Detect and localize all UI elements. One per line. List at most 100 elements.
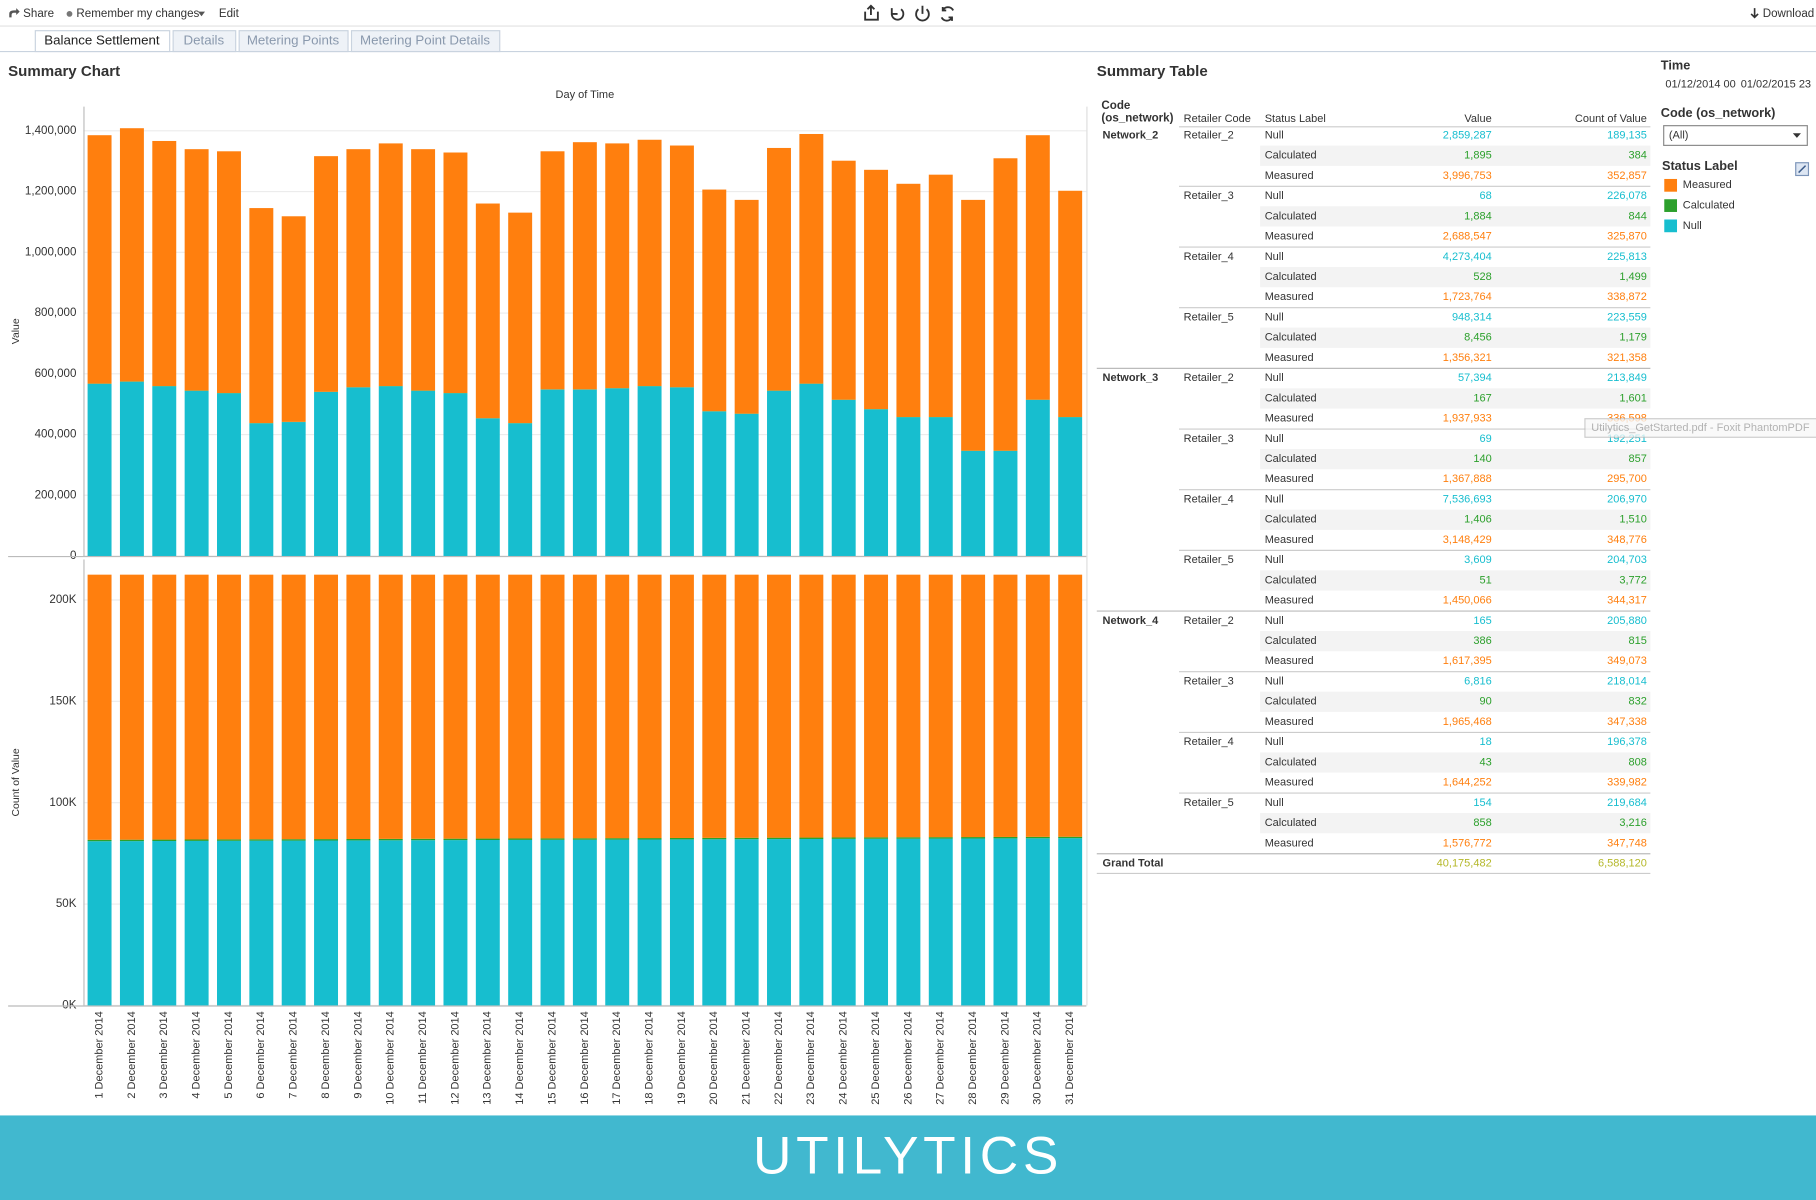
row-shade: [1260, 206, 1651, 227]
bar-segment: [1058, 417, 1083, 556]
bar-segment: [152, 574, 177, 840]
edit-button[interactable]: Edit: [219, 8, 240, 20]
bar-segment: [669, 839, 694, 1006]
x-tick-label: 27 December 2014: [935, 1011, 947, 1105]
x-tick-label: 6 December 2014: [255, 1011, 267, 1098]
status-cell: Null: [1265, 797, 1284, 809]
x-tick-label: 31 December 2014: [1064, 1011, 1076, 1105]
count-cell: 1,510: [1619, 514, 1647, 526]
bar-segment: [540, 574, 565, 839]
x-tick-label: 26 December 2014: [902, 1011, 914, 1105]
x-tick-label: 29 December 2014: [999, 1011, 1011, 1105]
retailer-code: Retailer_4: [1184, 736, 1234, 748]
tab[interactable]: [350, 30, 501, 53]
bar-segment: [217, 151, 241, 394]
bar-segment: [993, 838, 1018, 1006]
y-axis-title: Value: [11, 318, 22, 344]
status-cell: Calculated: [1265, 696, 1317, 708]
bar-segment: [184, 840, 209, 1006]
refresh-icon[interactable]: [940, 6, 954, 22]
status-cell: Null: [1265, 251, 1284, 263]
bar-segment: [217, 839, 241, 841]
section-title: Summary Table: [1097, 63, 1208, 80]
count-cell: 857: [1629, 453, 1647, 465]
x-tick-label: 7 December 2014: [288, 1011, 300, 1098]
tab[interactable]: [238, 30, 349, 53]
row-shade: [1260, 448, 1651, 470]
status-cell: Null: [1265, 433, 1284, 445]
bar-segment: [1058, 574, 1083, 837]
y-tick-label: 400,000: [35, 429, 77, 441]
bar-segment: [314, 574, 339, 840]
status-cell: Measured: [1265, 170, 1314, 182]
bar-segment: [411, 838, 436, 841]
tab-label[interactable]: Metering Point Details: [360, 33, 490, 48]
export-icon[interactable]: [864, 4, 879, 21]
tab-label[interactable]: Metering Points: [247, 33, 340, 48]
revert-icon[interactable]: [890, 8, 905, 21]
status-cell: Null: [1265, 675, 1284, 687]
share-button[interactable]: Share: [23, 8, 54, 20]
count-cell: 3,772: [1619, 574, 1647, 586]
bar-segment: [475, 574, 500, 839]
bar-segment: [993, 450, 1018, 556]
bar-segment: [443, 574, 468, 839]
value-cell: 1,723,764: [1443, 291, 1492, 303]
bar-segment: [702, 411, 727, 556]
tab-label[interactable]: Details: [184, 33, 225, 48]
bar-segment: [928, 837, 953, 839]
status-cell: Measured: [1265, 655, 1314, 667]
bar-segment: [799, 383, 824, 556]
y-tick-label: 800,000: [35, 307, 77, 319]
legend-label[interactable]: Calculated: [1683, 200, 1735, 212]
tab-label[interactable]: Balance Settlement: [44, 33, 160, 48]
bar-segment: [572, 389, 597, 556]
legend-label[interactable]: Measured: [1683, 179, 1732, 191]
status-cell: Null: [1265, 190, 1284, 202]
remember-button[interactable]: Remember my changes: [76, 8, 199, 20]
count-cell: 3,216: [1619, 817, 1647, 829]
tab[interactable]: [172, 30, 237, 53]
x-tick-label: 21 December 2014: [741, 1011, 753, 1105]
y-tick-label: 150K: [49, 695, 76, 707]
y-axis-title: Count of Value: [11, 748, 22, 816]
status-cell: Measured: [1265, 534, 1314, 546]
bar-segment: [249, 208, 274, 424]
status-cell: Measured: [1265, 595, 1314, 607]
bar-segment: [896, 838, 921, 1006]
value-cell: 1,576,772: [1443, 837, 1492, 849]
tooltip-box: [1584, 418, 1816, 438]
value-cell: 3,148,429: [1443, 534, 1492, 546]
value-cell: 1,406: [1464, 514, 1492, 526]
count-cell: 808: [1629, 756, 1647, 768]
pause-icon[interactable]: [915, 5, 930, 22]
count-cell: 1,179: [1619, 332, 1647, 344]
bar-segment: [411, 840, 436, 1006]
bar-segment: [184, 390, 209, 556]
tab[interactable]: [34, 30, 171, 53]
x-tick-label: 18 December 2014: [643, 1011, 655, 1105]
code-dropdown[interactable]: [1663, 125, 1808, 146]
legend-label[interactable]: Null: [1683, 220, 1702, 232]
time-from[interactable]: 01/12/2014 00: [1665, 78, 1735, 90]
bar-segment: [799, 837, 824, 839]
bar-segment: [767, 839, 791, 1006]
bar-segment: [443, 838, 468, 841]
bar-segment: [637, 838, 662, 840]
bar-segment: [87, 839, 112, 842]
time-to[interactable]: 01/02/2015 23: [1741, 78, 1811, 90]
download-button[interactable]: Download: [1763, 8, 1814, 20]
bar-segment: [249, 423, 274, 556]
table-header-cell: Status Label: [1265, 113, 1326, 125]
x-tick-label: 20 December 2014: [708, 1011, 720, 1105]
count-cell: 339,982: [1607, 777, 1647, 789]
count-cell: 347,338: [1607, 716, 1647, 728]
section-title: Summary Chart: [8, 63, 120, 80]
bar-segment: [378, 143, 403, 387]
footer-band: [0, 1115, 1816, 1200]
row-shade: [1260, 691, 1651, 712]
row-shade: [1260, 813, 1651, 834]
count-cell: 325,870: [1607, 231, 1647, 243]
bar-segment: [152, 386, 177, 556]
dropdown-value: (All): [1669, 129, 1689, 141]
